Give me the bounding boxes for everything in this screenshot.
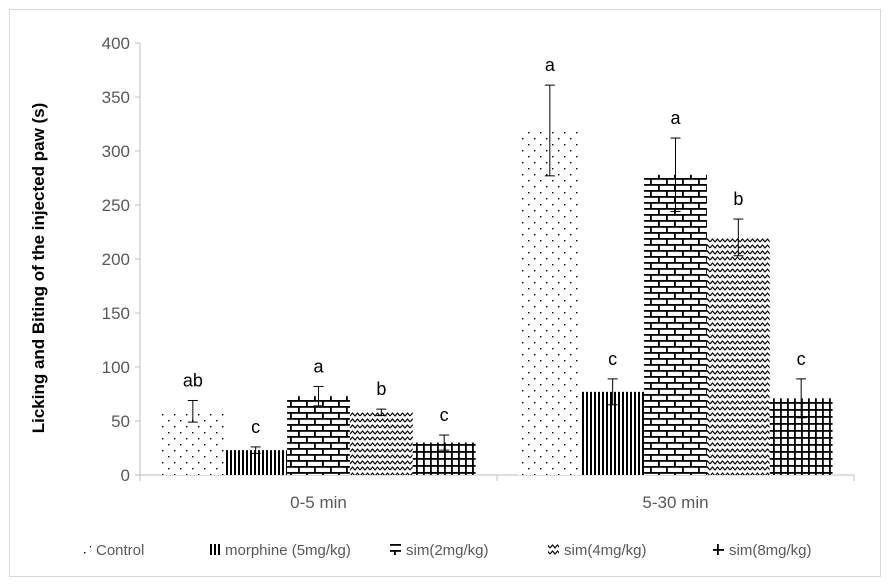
significance-label: ab (183, 370, 203, 390)
significance-label: c (797, 349, 806, 369)
y-tick-label: 50 (111, 412, 130, 431)
y-tick-label: 150 (102, 304, 130, 323)
chart-frame: Licking and Biting of the injected paw (… (9, 9, 881, 577)
legend-swatch (713, 544, 724, 555)
y-axis: 0 50 100 150 200 250 300 350 400 (102, 34, 141, 485)
bar (644, 174, 707, 475)
legend: Control morphine (5mg/kg) sim(2mg/kg) sim(4… (80, 542, 812, 559)
bar-chart: Licking and Biting of the injected paw (… (29, 34, 855, 559)
significance-label: a (545, 55, 556, 75)
significance-label: a (670, 108, 681, 128)
x-tick-label: 0-5 min (290, 493, 347, 512)
legend-swatch (209, 544, 220, 555)
legend-label: sim(2mg/kg) (406, 542, 489, 559)
y-tick-label: 350 (102, 88, 130, 107)
x-tick-label: 5-30 min (642, 493, 708, 512)
significance-label: b (376, 379, 386, 399)
x-axis: 0-5 min 5-30 min (139, 474, 855, 512)
bar (287, 396, 350, 475)
legend-label: Control (96, 542, 144, 559)
legend-swatch (390, 544, 401, 555)
y-tick-label: 300 (102, 142, 130, 161)
legend-swatch (548, 544, 559, 555)
y-tick-label: 250 (102, 196, 130, 215)
y-tick-label: 100 (102, 358, 130, 377)
legend-label: sim(8mg/kg) (729, 542, 812, 559)
bar (349, 412, 413, 475)
bar (706, 237, 770, 475)
bar (224, 450, 288, 475)
significance-label: c (251, 417, 260, 437)
significance-label: a (313, 356, 324, 376)
significance-label: c (440, 405, 449, 425)
legend-swatch (80, 544, 91, 555)
bar (581, 391, 645, 475)
legend-label: sim(4mg/kg) (564, 542, 647, 559)
y-tick-label: 200 (102, 250, 130, 269)
y-axis-label: Licking and Biting of the injected paw (… (29, 103, 48, 434)
significance-label: c (608, 349, 617, 369)
y-tick-label: 400 (102, 34, 130, 53)
bar (518, 130, 582, 475)
legend-label: morphine (5mg/kg) (225, 542, 351, 559)
y-tick-label: 0 (121, 466, 130, 485)
significance-label: b (733, 189, 743, 209)
